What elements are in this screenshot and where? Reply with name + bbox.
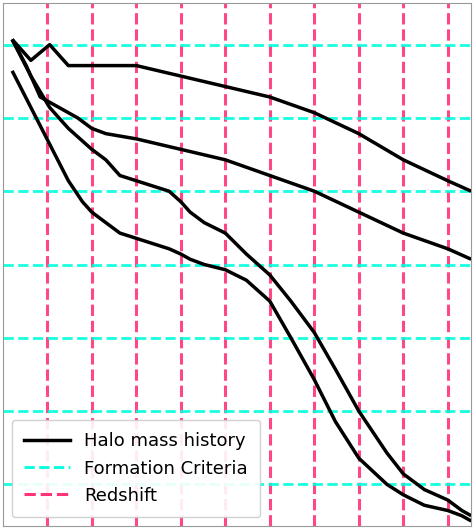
Legend: Halo mass history, Formation Criteria, Redshift: Halo mass history, Formation Criteria, R…: [12, 420, 260, 517]
